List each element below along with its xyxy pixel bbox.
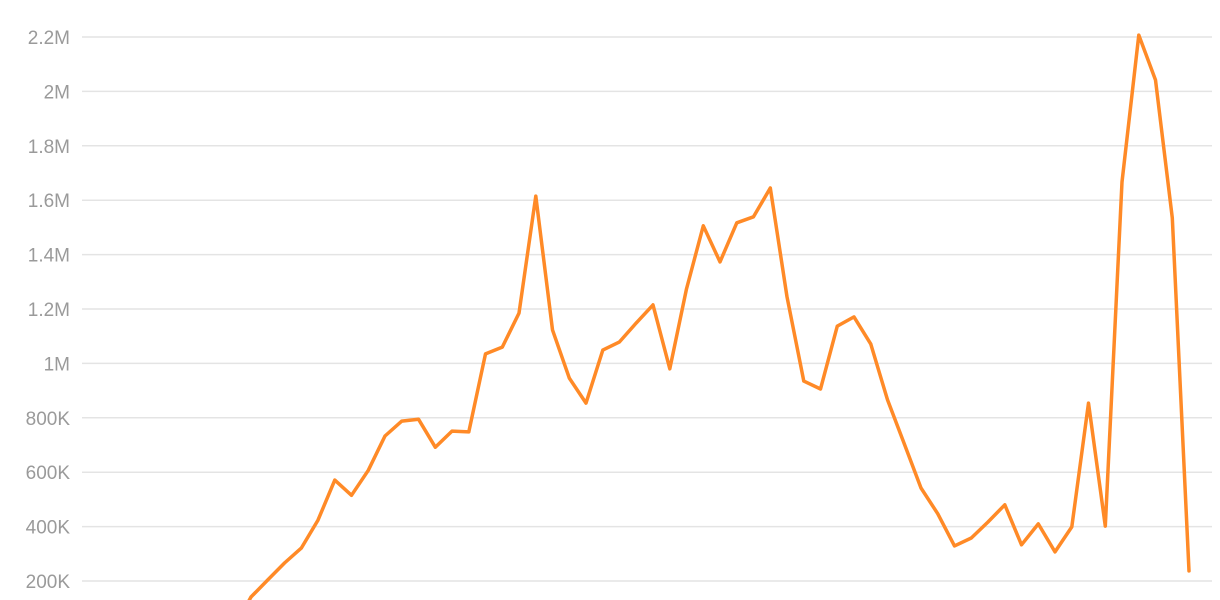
data-point — [752, 215, 755, 219]
data-point — [1053, 550, 1057, 554]
data-point — [400, 419, 404, 423]
data-point — [919, 486, 923, 490]
data-point — [718, 260, 722, 264]
data-point — [567, 376, 571, 380]
data-point — [299, 546, 303, 550]
y-tick-label: 1.2M — [28, 300, 70, 321]
data-point — [433, 445, 437, 449]
data-point — [1154, 78, 1157, 82]
data-point — [886, 398, 889, 402]
data-point — [802, 379, 806, 383]
y-tick-label: 200K — [26, 572, 71, 593]
data-point — [1087, 401, 1090, 405]
data-point — [467, 430, 471, 434]
data-point — [735, 221, 739, 225]
data-point — [450, 429, 454, 433]
data-point — [249, 595, 253, 599]
data-point — [819, 387, 822, 391]
data-point — [534, 194, 538, 198]
data-point — [1020, 543, 1023, 547]
data-point — [1036, 522, 1040, 526]
data-point — [417, 417, 420, 421]
data-point — [283, 561, 286, 565]
series-line — [247, 33, 1191, 600]
data-point — [1137, 33, 1141, 37]
data-point — [852, 315, 856, 319]
series-group — [247, 33, 1191, 600]
data-point — [350, 493, 353, 497]
y-tick-label: 400K — [26, 518, 71, 539]
data-point — [953, 544, 956, 548]
data-point — [835, 324, 839, 328]
y-tick-label: 800K — [26, 409, 71, 430]
y-axis-ticks: 200K 400K 600K 800K 1M 1.2M 1.4M 1.6M 1.8M 2M 2.2M — [26, 28, 71, 593]
data-point — [1070, 525, 1074, 529]
data-point — [484, 352, 487, 356]
data-point — [651, 303, 655, 307]
data-point — [1187, 569, 1191, 573]
data-point — [584, 401, 588, 405]
data-point — [785, 295, 789, 299]
y-tick-label: 1.6M — [28, 191, 70, 212]
data-point — [333, 478, 337, 482]
data-point — [1003, 503, 1007, 507]
data-point — [768, 186, 772, 190]
data-point — [969, 536, 973, 540]
data-point — [316, 518, 320, 522]
data-point — [551, 328, 554, 332]
data-point — [902, 442, 906, 446]
data-point — [517, 311, 521, 315]
y-tick-label: 1.8M — [28, 137, 70, 158]
data-point — [685, 287, 688, 291]
data-point — [936, 512, 940, 516]
y-tick-label: 2M — [44, 82, 70, 103]
data-point — [668, 367, 672, 371]
data-point — [500, 345, 504, 349]
data-point — [601, 348, 605, 352]
data-point — [383, 434, 387, 438]
y-tick-label: 1M — [44, 354, 70, 375]
data-point — [1120, 180, 1124, 184]
data-point — [266, 578, 270, 582]
data-point — [618, 340, 621, 344]
data-point — [986, 520, 990, 524]
data-point — [366, 468, 370, 472]
data-point — [1103, 524, 1107, 528]
data-point — [1170, 216, 1174, 220]
y-tick-label: 600K — [26, 463, 71, 484]
data-point — [701, 224, 705, 228]
data-point — [869, 342, 873, 346]
y-tick-label: 2.2M — [28, 28, 70, 49]
data-point — [634, 321, 638, 325]
y-tick-label: 1.4M — [28, 246, 70, 267]
